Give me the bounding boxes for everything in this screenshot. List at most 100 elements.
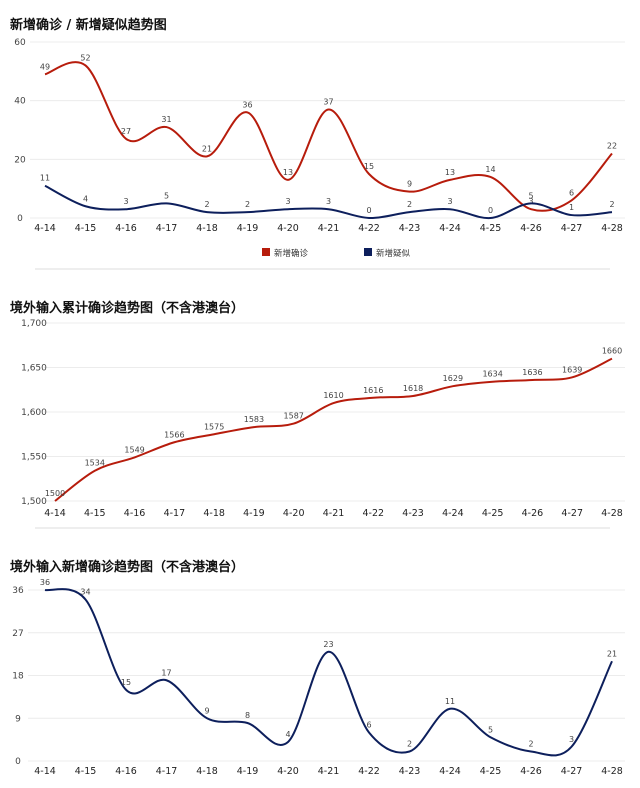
legend-swatch [364,248,372,256]
data-label: 2 [204,200,209,209]
data-label: 1610 [323,391,343,400]
x-tick-label: 4-20 [283,508,305,519]
chart-title-new-confirmed-suspected: 新增确诊 / 新增疑似趋势图 [10,18,167,33]
data-label: 3 [528,197,533,206]
data-label: 3 [569,735,574,744]
data-label: 5 [528,191,533,200]
x-tick-label: 4-14 [34,766,56,777]
y-tick-label: 1,650 [21,364,47,374]
data-label: 14 [485,165,495,174]
data-label: 11 [40,174,50,183]
x-tick-label: 4-19 [237,223,259,234]
x-tick-label: 4-27 [561,508,583,519]
data-label: 36 [40,578,50,587]
chart-title-imported-new: 境外输入新增确诊趋势图（不含港澳台） [10,560,245,575]
x-tick-label: 4-27 [561,223,583,234]
y-tick-label: 9 [15,714,21,724]
x-tick-label: 4-26 [520,223,542,234]
data-label: 1534 [85,459,105,468]
data-label: 2 [407,740,412,749]
data-label: 2 [245,200,250,209]
data-label: 1583 [244,415,264,424]
data-label: 1500 [45,489,65,498]
x-tick-label: 4-23 [402,508,424,519]
x-tick-label: 4-14 [44,508,66,519]
x-tick-label: 4-23 [399,766,421,777]
x-tick-label: 4-25 [482,508,504,519]
x-tick-label: 4-20 [277,223,299,234]
y-tick-label: 60 [14,38,26,48]
data-label: 21 [607,649,617,658]
y-tick-label: 1,700 [21,319,47,329]
data-label: 11 [445,697,455,706]
x-tick-label: 4-19 [237,766,259,777]
y-tick-label: 20 [14,155,26,165]
data-label: 22 [607,141,617,150]
data-label: 15 [364,162,374,171]
x-tick-label: 4-25 [480,223,502,234]
chart-title-imported-cumulative: 境外输入累计确诊趋势图（不含港澳台） [10,301,245,316]
legend-swatch [262,248,270,256]
x-tick-label: 4-25 [480,766,502,777]
x-tick-label: 4-22 [358,223,380,234]
data-label: 3 [123,197,128,206]
y-tick-label: 1,500 [21,497,47,507]
data-label: 1566 [164,430,184,439]
data-label: 1629 [443,374,463,383]
data-label: 23 [323,640,333,649]
x-tick-label: 4-17 [164,508,186,519]
y-tick-label: 40 [14,97,26,107]
data-label: 1636 [522,368,542,377]
data-label: 5 [488,725,493,734]
data-label: 9 [204,706,209,715]
data-label: 1549 [124,445,144,454]
data-label: 4 [83,194,88,203]
x-tick-label: 4-21 [323,508,345,519]
data-label: 1639 [562,365,582,374]
data-label: 49 [40,62,50,71]
x-tick-label: 4-15 [75,766,97,777]
data-label: 1660 [602,347,622,356]
x-tick-label: 4-17 [156,766,178,777]
data-label: 0 [366,206,371,215]
data-label: 6 [569,188,574,197]
data-label: 6 [366,721,371,730]
x-tick-label: 4-22 [363,508,385,519]
data-label: 8 [245,711,250,720]
x-tick-label: 4-16 [124,508,146,519]
x-tick-label: 4-18 [196,766,218,777]
data-label: 52 [80,53,90,62]
x-tick-label: 4-18 [203,508,225,519]
data-label: 31 [161,115,171,124]
x-tick-label: 4-23 [399,223,421,234]
x-tick-label: 4-26 [520,766,542,777]
data-label: 4 [285,730,290,739]
y-tick-label: 1,600 [21,408,47,418]
x-tick-label: 4-15 [75,223,97,234]
x-tick-label: 4-19 [243,508,265,519]
data-label: 2 [407,200,412,209]
x-tick-label: 4-26 [522,508,544,519]
x-tick-label: 4-24 [442,508,464,519]
y-tick-label: 27 [12,629,23,639]
x-tick-label: 4-27 [561,766,583,777]
x-tick-label: 4-28 [601,223,623,234]
data-label: 2 [609,200,614,209]
data-label: 3 [447,197,452,206]
x-tick-label: 4-18 [196,223,218,234]
data-label: 36 [242,100,252,109]
data-label: 0 [488,206,493,215]
y-tick-label: 1,550 [21,453,47,463]
data-label: 27 [121,127,131,136]
series-line [44,61,613,212]
y-tick-label: 0 [15,757,21,767]
x-tick-label: 4-24 [439,223,461,234]
data-label: 1 [569,203,574,212]
data-label: 9 [407,180,412,189]
chart-imported-cumulative: 1,500 1,550 1,600 1,650 1,700 4-14 4-15 4-16 4-1… [21,319,625,529]
data-label: 13 [283,168,293,177]
legend-label: 新增疑似 [376,248,411,259]
x-tick-label: 4-28 [601,508,623,519]
data-label: 15 [121,678,131,687]
